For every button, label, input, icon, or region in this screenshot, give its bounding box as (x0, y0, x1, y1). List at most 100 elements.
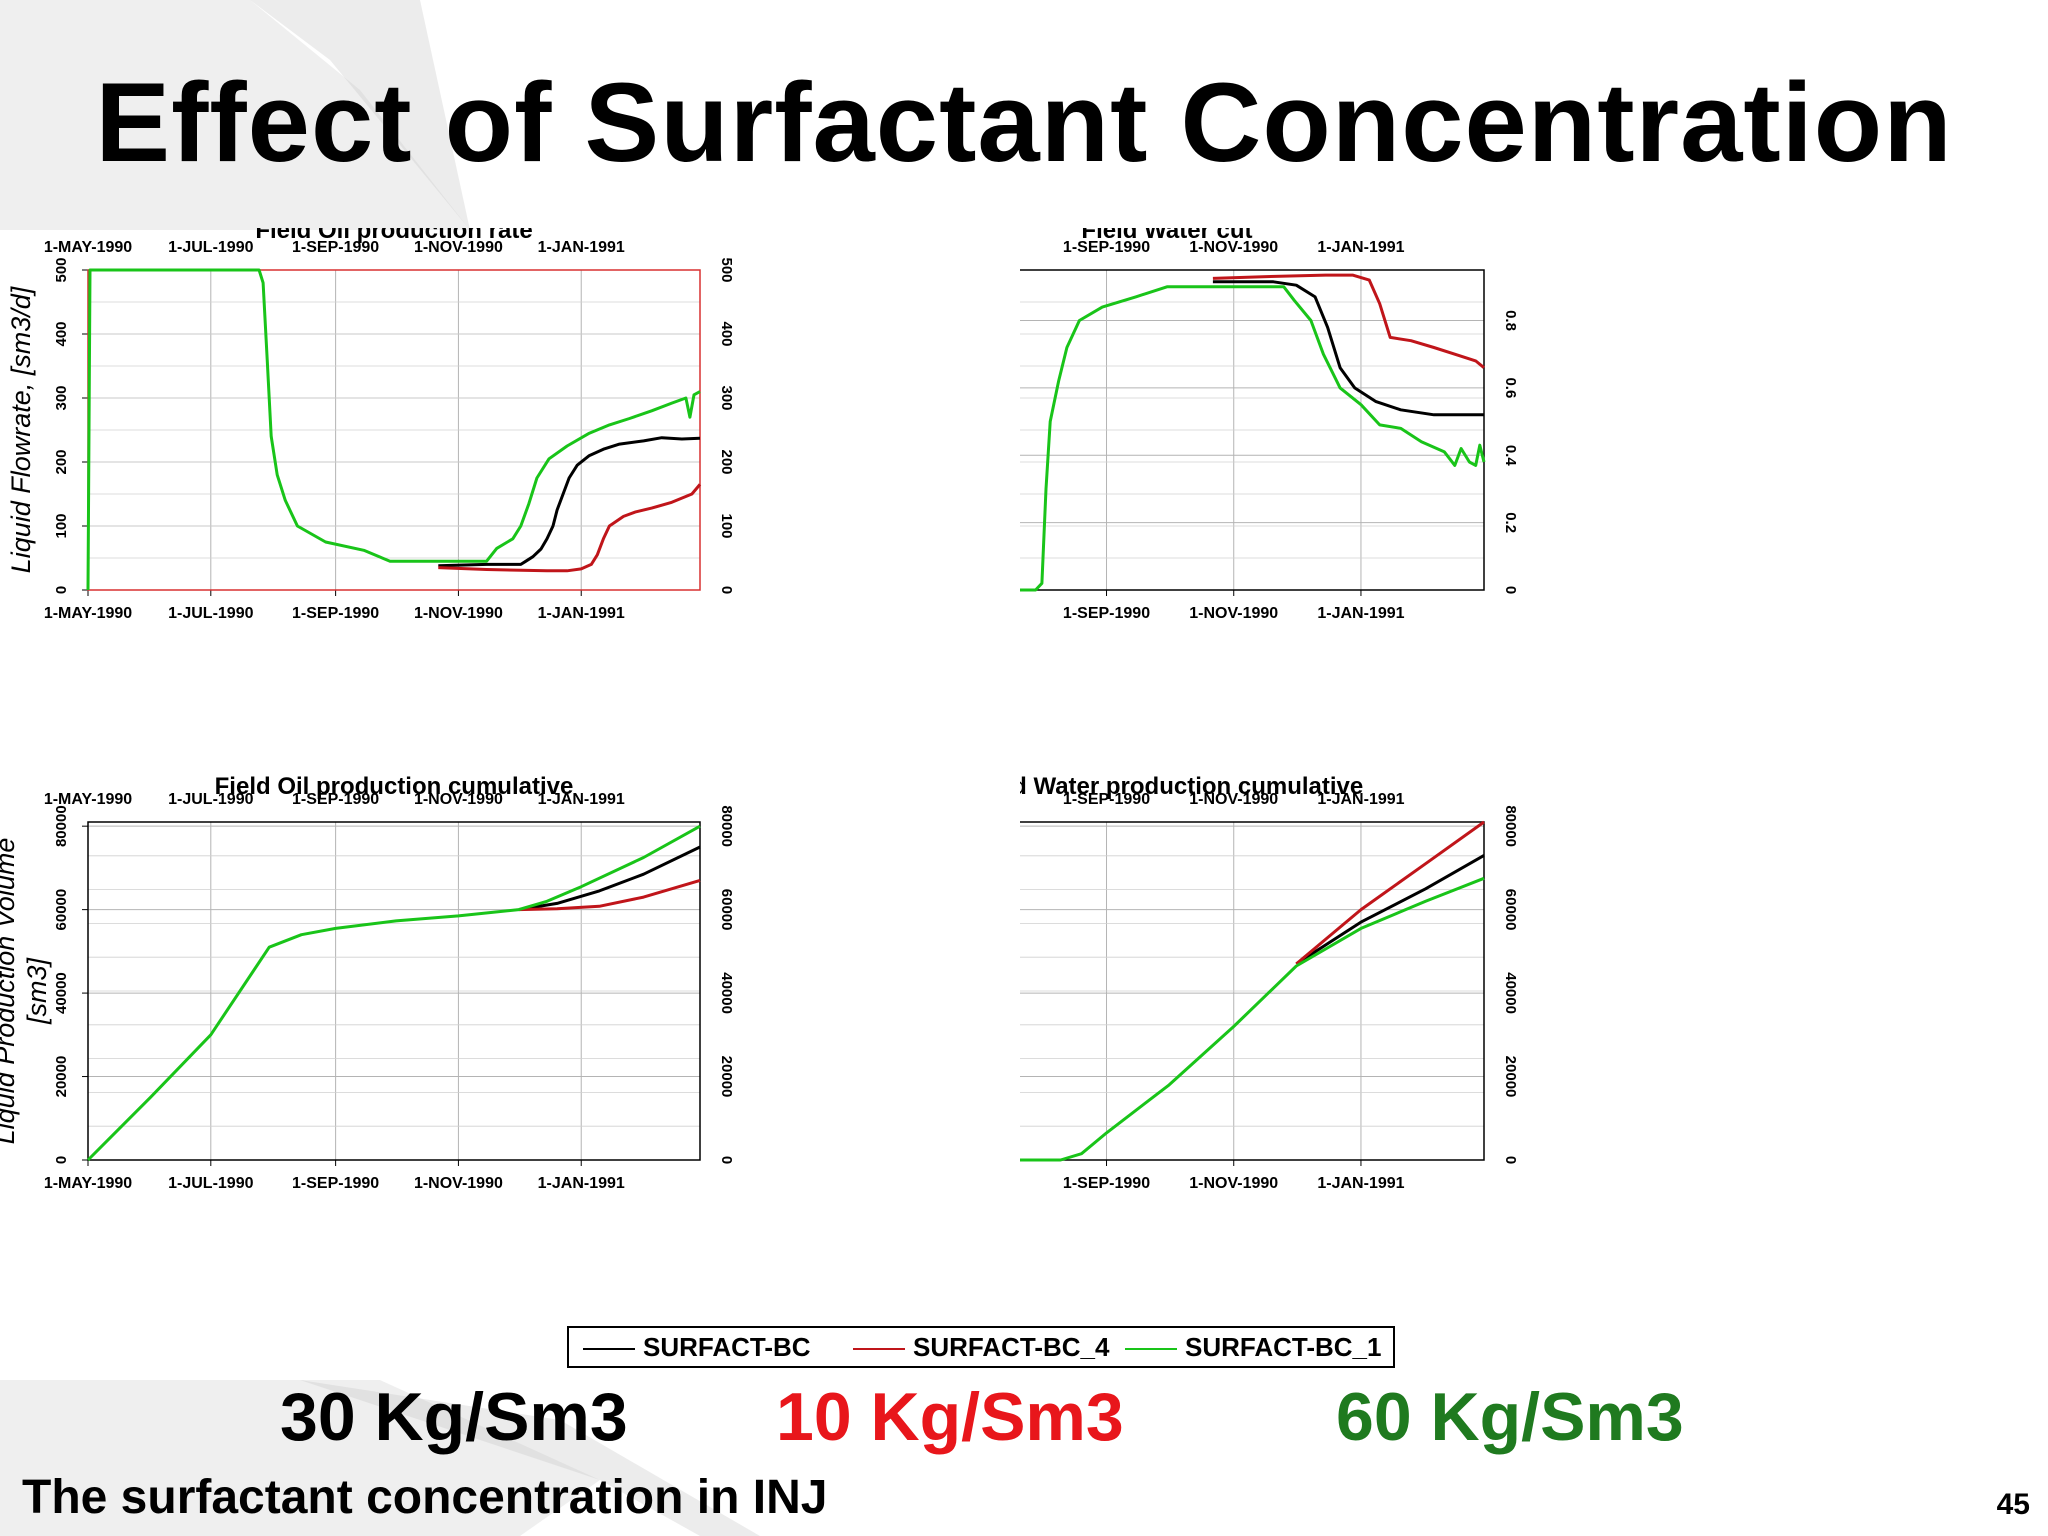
y-tick-label-right: 400 (718, 321, 735, 346)
series-line-surfact-bc (518, 845, 701, 912)
chart-title: Field Water cut (1081, 228, 1252, 244)
y-tick-label-right: 0 (718, 586, 735, 594)
y-tick-label-right: 200 (718, 449, 735, 474)
y-tick-label-left: 80000 (53, 805, 70, 847)
x-tick-label-bottom: 1-JUL-1990 (168, 605, 253, 622)
legend-swatch (853, 1348, 905, 1351)
x-tick-label-top: 1-SEP-1990 (1063, 239, 1150, 256)
x-tick-label-top: 1-NOV-1990 (1189, 239, 1278, 256)
concentration-label-60: 60 Kg/Sm3 (1336, 1379, 1684, 1455)
concentration-label-30: 30 Kg/Sm3 (280, 1379, 628, 1455)
y-tick-label-left: 0 (53, 586, 70, 594)
series-line-surfact-bc (1295, 854, 1485, 966)
y-tick-label-left: 100 (53, 513, 70, 538)
y-tick-label-left: 300 (53, 385, 70, 410)
legend-label: SURFACT-BC_1 (1185, 1332, 1382, 1362)
x-tick-label-top: 1-SEP-1990 (292, 239, 379, 256)
x-tick-label-bottom: 1-NOV-1990 (1189, 1175, 1278, 1192)
x-tick-label-top: 1-SEP-1990 (1063, 791, 1150, 808)
x-tick-label-bottom: 1-JAN-1991 (538, 1175, 625, 1192)
x-tick-label-bottom: 1-SEP-1990 (292, 605, 379, 622)
y-tick-label-right: 80000 (1502, 805, 1519, 847)
x-tick-label-top: 1-JAN-1991 (538, 239, 625, 256)
y-tick-label-right: 60000 (1502, 889, 1519, 931)
x-tick-label-top: 1-JAN-1991 (1317, 791, 1404, 808)
page-number: 45 (1996, 1488, 2030, 1521)
y-tick-label-left: 500 (53, 257, 70, 282)
plot-frame (1020, 821, 1485, 1161)
y-tick-label-right: 100 (718, 513, 735, 538)
x-tick-label-bottom: 1-SEP-1990 (292, 1175, 379, 1192)
y-tick-label-right: 60000 (718, 889, 735, 931)
x-tick-label-top: 1-NOV-1990 (414, 791, 503, 808)
chart-title: Field Oil production rate (255, 228, 532, 244)
slide-title: Effect of Surfactant Concentration (95, 60, 1953, 185)
y-tick-label-left: 40000 (53, 972, 70, 1014)
series-line-surfact-bc_1 (86, 824, 701, 1162)
legend-item-surfact-bc-4: SURFACT-BC_4 (853, 1328, 1109, 1366)
series-line-surfact-bc_4 (1295, 820, 1485, 966)
y-tick-label-right: 20000 (718, 1056, 735, 1098)
oil-cumulative-chart: Field Oil production cumulative 1-MAY-199… (0, 773, 735, 1192)
y-tick-label-right: 20000 (1502, 1056, 1519, 1098)
y-tick-label-right: 80000 (718, 805, 735, 847)
oil-rate-chart: Field Oil production rate 1-MAY-1990 1-MAY… (6, 228, 735, 622)
y-tick-label-right: 0 (1502, 1156, 1519, 1164)
y-tick-label-right: 300 (718, 385, 735, 410)
y-tick-label-right: 0.4 (1502, 445, 1519, 467)
series-line-surfact-bc_1 (1020, 876, 1485, 1162)
y-tick-label-right: 0.2 (1502, 512, 1519, 533)
y-tick-label-right: 40000 (1502, 972, 1519, 1014)
legend-item-surfact-bc-1: SURFACT-BC_1 (1125, 1328, 1381, 1366)
chart-legend: SURFACT-BC SURFACT-BC_4 SURFACT-BC_1 (567, 1326, 1395, 1368)
y-axis-label: [sm3] (22, 956, 52, 1025)
series-line-surfact-bc_4 (1212, 273, 1485, 369)
y-tick-label-right: 0.8 (1502, 310, 1519, 331)
x-tick-label-bottom: 1-MAY-1990 (44, 1175, 132, 1192)
y-tick-label-left: 400 (53, 321, 70, 346)
x-tick-label-bottom: 1-SEP-1990 (1063, 605, 1150, 622)
footer-text: The surfactant concentration in INJ (22, 1471, 828, 1524)
x-tick-label-top: 1-JUL-1990 (168, 791, 253, 808)
y-tick-label-left: 60000 (53, 889, 70, 931)
x-tick-label-top: 1-NOV-1990 (414, 239, 503, 256)
series-line-surfact-bc (438, 436, 701, 568)
y-tick-label-right: 0.6 (1502, 377, 1519, 398)
x-tick-label-top: 1-JAN-1991 (1317, 239, 1404, 256)
y-tick-label-right: 0 (718, 1156, 735, 1164)
series-line-surfact-bc_1 (1020, 285, 1486, 592)
x-tick-label-top: 1-MAY-1990 (44, 239, 132, 256)
legend-label: SURFACT-BC (643, 1332, 811, 1362)
x-tick-label-bottom: 1-JAN-1991 (1317, 1175, 1404, 1192)
y-tick-label-right: 40000 (718, 972, 735, 1014)
y-tick-label-left: 20000 (53, 1056, 70, 1098)
x-tick-label-bottom: 1-SEP-1990 (1063, 1175, 1150, 1192)
water-cumulative-chart: Field Water production cumulative1-MAY-1… (1020, 773, 1519, 1192)
chart-title: Field Oil production cumulative (215, 773, 574, 800)
y-tick-label-right: 500 (718, 257, 735, 282)
legend-label: SURFACT-BC_4 (913, 1332, 1110, 1362)
x-tick-label-top: 1-JUL-1990 (168, 239, 253, 256)
x-tick-label-top: 1-JAN-1991 (538, 791, 625, 808)
x-tick-label-bottom: 1-MAY-1990 (44, 605, 132, 622)
y-tick-label-right: 0 (1502, 586, 1519, 594)
x-tick-label-bottom: 1-JAN-1991 (538, 605, 625, 622)
concentration-label-10: 10 Kg/Sm3 (776, 1379, 1124, 1455)
y-axis-label: Liquid Flowrate, [sm3/d] (6, 285, 36, 573)
water-cut-chart: Field Water cut1-MAY-19901-MAY-19901-JUL… (1020, 228, 1519, 622)
x-tick-label-top: 1-NOV-1990 (1189, 791, 1278, 808)
x-tick-label-top: 1-MAY-1990 (44, 791, 132, 808)
x-tick-label-bottom: 1-JUL-1990 (168, 1175, 253, 1192)
y-tick-label-left: 200 (53, 449, 70, 474)
x-tick-label-bottom: 1-NOV-1990 (414, 605, 503, 622)
plot-frame (1020, 269, 1485, 591)
x-tick-label-bottom: 1-JAN-1991 (1317, 605, 1404, 622)
legend-item-surfact-bc: SURFACT-BC (583, 1328, 811, 1366)
legend-swatch (583, 1348, 635, 1351)
series-line-surfact-bc_4 (518, 878, 701, 912)
series-line-surfact-bc_1 (86, 268, 701, 591)
plot-frame (87, 821, 701, 1161)
y-tick-label-left: 0 (53, 1156, 70, 1164)
y-axis-label: Liquid Production Volume (0, 838, 20, 1145)
